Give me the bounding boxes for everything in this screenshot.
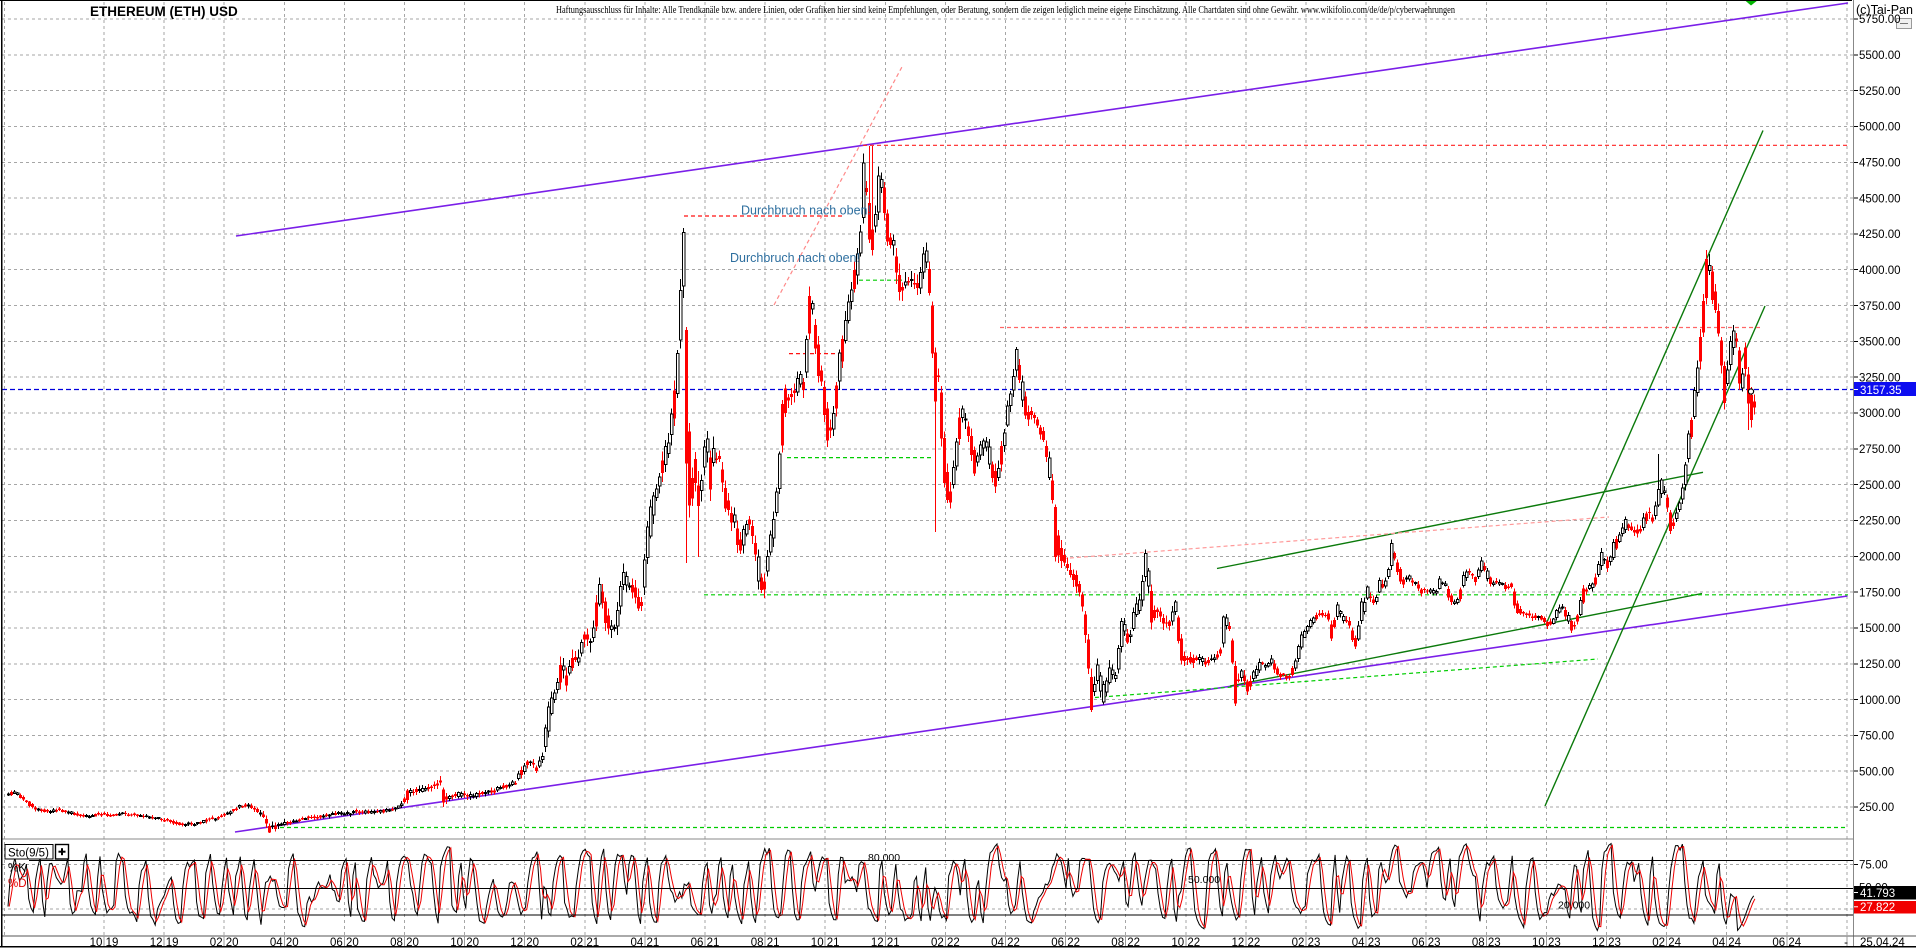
svg-text:4750.00: 4750.00	[1859, 158, 1901, 170]
svg-text:10 22: 10 22	[1171, 937, 1200, 948]
svg-text:10 21: 10 21	[811, 937, 840, 948]
svg-text:04 20: 04 20	[270, 937, 299, 948]
svg-text:1250.00: 1250.00	[1859, 659, 1901, 671]
svg-text:08 22: 08 22	[1111, 937, 1140, 948]
svg-text:10 19: 10 19	[90, 937, 119, 948]
svg-text:%D: %D	[8, 878, 27, 890]
svg-text:27.822: 27.822	[1860, 902, 1895, 914]
svg-text:Haftungsausschluss für Inhalte: Haftungsausschluss für Inhalte: Alle Tre…	[556, 4, 1455, 16]
svg-text:50.000: 50.000	[1188, 874, 1220, 886]
svg-text:-: -	[1844, 937, 1848, 948]
svg-text:06 24: 06 24	[1772, 937, 1801, 948]
svg-text:Durchbruch nach oben!: Durchbruch nach oben!	[741, 204, 871, 218]
svg-text:20.000: 20.000	[1558, 900, 1590, 912]
svg-text:02 23: 02 23	[1292, 937, 1321, 948]
svg-text:2500.00: 2500.00	[1859, 480, 1901, 492]
svg-text:04 22: 04 22	[991, 937, 1020, 948]
svg-text:04 24: 04 24	[1712, 937, 1741, 948]
svg-text:02 20: 02 20	[210, 937, 239, 948]
svg-text:1000.00: 1000.00	[1859, 695, 1901, 707]
svg-text:41.793: 41.793	[1860, 888, 1895, 900]
svg-text:4000.00: 4000.00	[1859, 265, 1901, 277]
svg-text:06 20: 06 20	[330, 937, 359, 948]
svg-text:80.000: 80.000	[868, 852, 900, 864]
svg-text:10 23: 10 23	[1532, 937, 1561, 948]
svg-text:4500.00: 4500.00	[1859, 193, 1901, 205]
svg-text:08 20: 08 20	[390, 937, 419, 948]
svg-text:3250.00: 3250.00	[1859, 372, 1901, 384]
svg-text:(c)Tai-Pan: (c)Tai-Pan	[1856, 3, 1913, 17]
svg-text:12 20: 12 20	[510, 937, 539, 948]
svg-text:3750.00: 3750.00	[1859, 301, 1901, 313]
svg-text:3500.00: 3500.00	[1859, 337, 1901, 349]
svg-text:Sto(9/5): Sto(9/5)	[8, 847, 49, 859]
svg-text:08 21: 08 21	[751, 937, 780, 948]
svg-text:ETHEREUM (ETH) USD: ETHEREUM (ETH) USD	[90, 4, 238, 19]
svg-text:3000.00: 3000.00	[1859, 408, 1901, 420]
svg-text:12 19: 12 19	[150, 937, 179, 948]
svg-text:02 22: 02 22	[931, 937, 960, 948]
svg-text:10 20: 10 20	[450, 937, 479, 948]
svg-text:02 24: 02 24	[1652, 937, 1681, 948]
svg-text:02 21: 02 21	[570, 937, 599, 948]
svg-text:08 23: 08 23	[1472, 937, 1501, 948]
svg-text:250.00: 250.00	[1859, 802, 1894, 814]
svg-text:2000.00: 2000.00	[1859, 552, 1901, 564]
svg-text:12 23: 12 23	[1592, 937, 1621, 948]
svg-text:12 22: 12 22	[1232, 937, 1261, 948]
svg-text:3157.35: 3157.35	[1860, 385, 1902, 397]
svg-text:25.04.24: 25.04.24	[1860, 937, 1905, 948]
svg-text:1750.00: 1750.00	[1859, 587, 1901, 599]
svg-text:Durchbruch nach oben!: Durchbruch nach oben!	[730, 251, 860, 265]
svg-text:750.00: 750.00	[1859, 731, 1894, 743]
svg-text:%K: %K	[8, 863, 26, 875]
svg-text:500.00: 500.00	[1859, 766, 1894, 778]
svg-text:5750.00: 5750.00	[1859, 14, 1901, 26]
svg-text:1500.00: 1500.00	[1859, 623, 1901, 635]
svg-text:04 23: 04 23	[1352, 937, 1381, 948]
svg-text:4250.00: 4250.00	[1859, 229, 1901, 241]
svg-text:04 21: 04 21	[631, 937, 660, 948]
svg-text:2750.00: 2750.00	[1859, 444, 1901, 456]
svg-text:12 21: 12 21	[871, 937, 900, 948]
svg-text:06 21: 06 21	[691, 937, 720, 948]
svg-text:5250.00: 5250.00	[1859, 86, 1901, 98]
svg-text:75.00: 75.00	[1859, 860, 1888, 872]
svg-text:06 22: 06 22	[1051, 937, 1080, 948]
svg-text:5000.00: 5000.00	[1859, 122, 1901, 134]
svg-text:5500.00: 5500.00	[1859, 50, 1901, 62]
svg-text:06 23: 06 23	[1412, 937, 1441, 948]
svg-text:2250.00: 2250.00	[1859, 516, 1901, 528]
